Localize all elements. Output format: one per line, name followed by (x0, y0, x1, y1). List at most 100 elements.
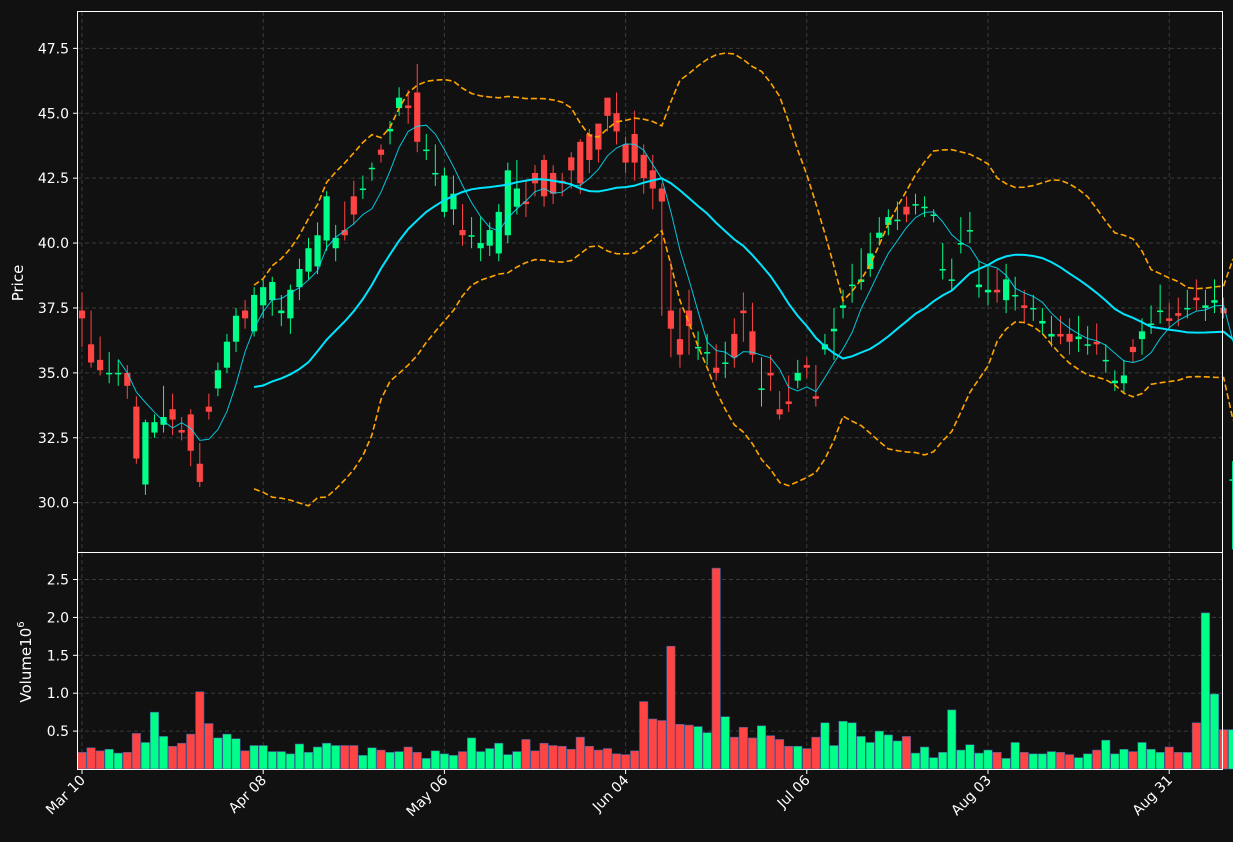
candle-body (966, 230, 973, 232)
candle-body (106, 372, 113, 375)
volume-bar (1228, 729, 1233, 770)
volume-bar (503, 754, 513, 770)
candle-body (1066, 333, 1073, 342)
candle-body (1039, 320, 1046, 324)
volume-bar (1074, 757, 1084, 770)
volume-bar (448, 755, 458, 770)
candle-body (232, 315, 240, 342)
volume-y-ticks: 0.5 1.0 1.5 2.0 2.5 (47, 573, 78, 740)
volume-bar (584, 745, 594, 770)
volume-label-text: Volume (17, 647, 35, 703)
volume-bar (340, 745, 350, 770)
candle-body (495, 211, 502, 254)
volume-bar (358, 755, 368, 770)
price-y-ticks: 30.0 32.5 35.0 37.5 40.0 42.5 45.0 47.5 (38, 41, 78, 512)
candle-body (776, 409, 783, 415)
candle-body (685, 310, 693, 327)
volume-bar (874, 730, 884, 770)
volume-bar (1010, 742, 1020, 770)
candle-body (749, 331, 756, 355)
volume-bar (1146, 748, 1156, 770)
volume-bar (113, 752, 123, 770)
candle-body (550, 172, 557, 194)
volume-bar (104, 748, 114, 770)
candle-body (87, 344, 95, 363)
volume-bar (204, 723, 214, 770)
candle-body (278, 310, 285, 314)
volume-bar (1182, 752, 1192, 770)
volume-bar (920, 746, 930, 770)
volume-bar (575, 736, 585, 770)
volume-bar (666, 645, 676, 770)
candle-body (758, 388, 765, 390)
candle-body (794, 372, 801, 381)
price-tick-label: 42.5 (38, 171, 69, 187)
candle-body (631, 134, 638, 163)
candle-body (359, 188, 366, 191)
candle-body (1184, 307, 1191, 310)
candle-body (930, 214, 937, 216)
candle-body (350, 196, 357, 215)
volume-tick-label: 1.0 (47, 686, 69, 702)
volume-bar (956, 749, 966, 770)
candle-body (604, 97, 611, 116)
volume-bar (521, 739, 531, 770)
candle-body (260, 287, 267, 306)
volume-bar (1173, 752, 1183, 770)
volume-bar (548, 745, 558, 770)
volume-bar (1037, 753, 1047, 770)
candle-body (323, 196, 330, 241)
candle-body (1057, 333, 1064, 337)
price-tick-label: 32.5 (38, 431, 69, 447)
candle-body (803, 365, 810, 368)
volume-bar (213, 737, 223, 770)
volume-bar (1191, 722, 1201, 770)
candle-body (1075, 336, 1082, 340)
volume-bar (630, 750, 640, 770)
candle-body (214, 370, 221, 389)
volume-bar (195, 691, 205, 770)
volume-y-axis-label: Volume106 (16, 621, 35, 702)
volume-tick-label: 2.0 (47, 610, 69, 626)
volume-bar (865, 742, 875, 770)
candle-body (912, 204, 919, 206)
candle-body (830, 328, 838, 332)
candle-body (1021, 305, 1028, 308)
candle-body (513, 188, 520, 207)
candle-body (1102, 359, 1109, 362)
candle-body (468, 235, 475, 237)
candle-body (124, 372, 131, 386)
price-tick-label: 40.0 (38, 236, 69, 252)
candle-body (903, 206, 910, 215)
volume-bar (811, 736, 821, 770)
volume-bar (1200, 612, 1210, 770)
candle-body (1129, 346, 1137, 353)
candle-body (1220, 307, 1227, 314)
volume-bar (1219, 729, 1229, 770)
candle-body (640, 154, 647, 179)
candle-body (341, 230, 348, 236)
candle-body (1084, 344, 1091, 346)
volume-bar (140, 742, 150, 770)
volume-bar (965, 744, 975, 770)
volume-bar (1164, 746, 1174, 770)
candle-body (486, 230, 493, 246)
volume-bar (349, 745, 359, 770)
volume-tick-label: 2.5 (47, 573, 69, 589)
volume-bar (95, 750, 105, 770)
price-tick-label: 37.5 (38, 301, 69, 317)
price-y-axis-label: Price (9, 265, 27, 302)
candle-body (694, 346, 702, 349)
candle-body (1030, 307, 1037, 310)
volume-bar (947, 709, 957, 770)
volume-bar (512, 751, 522, 770)
candle-body (78, 310, 86, 319)
volume-label-base: 10 (17, 628, 35, 647)
volume-bar (467, 737, 477, 770)
volume-bar (77, 752, 87, 770)
candle-body (622, 144, 629, 163)
price-tick-label: 30.0 (38, 496, 69, 512)
volume-bar (122, 752, 132, 770)
volume-bar (557, 745, 567, 770)
volume-bar (729, 736, 739, 770)
